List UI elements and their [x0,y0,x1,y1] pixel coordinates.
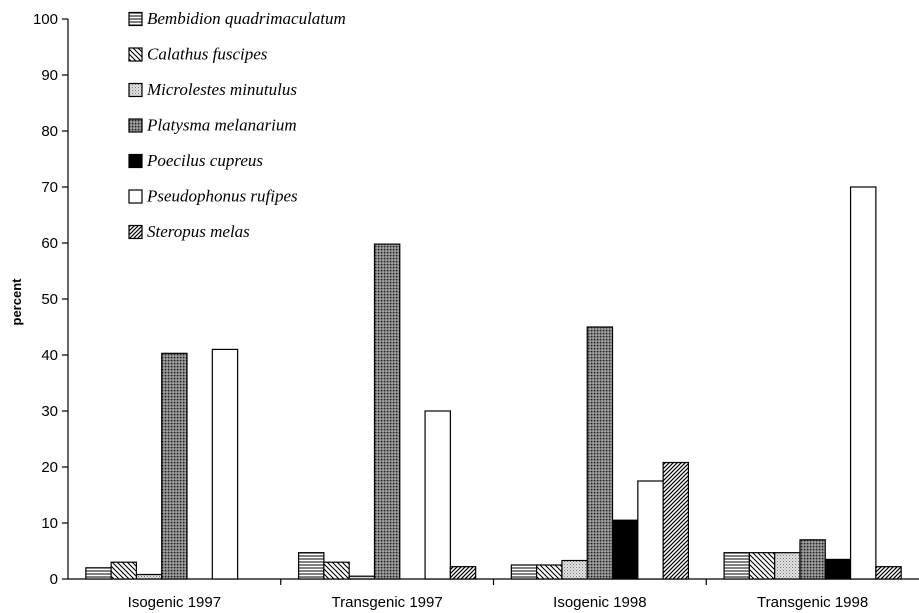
x-category-label: Transgenic 1997 [332,594,443,611]
x-category-label: Isogenic 1998 [553,594,646,611]
bar-3-6 [875,566,902,580]
bar-3-4 [824,558,852,580]
bar-2-5 [637,480,664,580]
bar-0-5 [211,348,239,580]
y-tick-label: 20 [41,459,58,476]
x-category-label: Transgenic 1998 [757,594,868,611]
legend-swatch [128,224,143,240]
legend-label: Pseudophonus rufipes [146,187,298,206]
legend-swatch [128,47,143,62]
bar-2-1 [536,564,563,580]
bar-1-3 [373,243,401,580]
legend-swatch [128,11,143,27]
legend-swatch [128,189,143,204]
y-tick-label: 90 [41,67,58,84]
y-tick-label: 40 [41,347,58,364]
bar-3-3 [799,539,826,580]
bar-2-0 [510,564,538,580]
bar-0-1 [110,561,138,580]
legend-label: Platysma melanarium [146,116,297,135]
bar-1-1 [323,561,350,580]
bar-2-3 [586,326,614,580]
bar-1-6 [449,566,477,580]
bars-group [85,186,902,580]
bar-1-2 [348,575,376,580]
legend-swatch [128,153,143,169]
bar-2-2 [561,559,588,580]
bar-1-5 [424,410,451,580]
legend-label: Calathus fuscipes [147,45,268,64]
y-tick-label: 50 [41,291,58,308]
legend-label: Poecilus cupreus [146,151,263,170]
y-tick-label: 30 [41,403,58,420]
y-tick-label: 0 [50,571,58,588]
legend-swatch [128,82,143,98]
legend-swatch [128,118,143,133]
bar-0-3 [161,352,188,580]
y-axis-label: percent [9,278,24,326]
bar-2-4 [611,519,639,580]
bar-3-0 [723,552,750,580]
legend-label: Microlestes minutulus [146,80,297,99]
bar-0-0 [85,567,112,580]
y-tick-label: 70 [41,179,58,196]
bar-1-0 [297,552,325,580]
y-tick-label: 80 [41,123,58,140]
y-tick-label: 60 [41,235,58,252]
axes: 0 10 20 30 40 50 60 70 80 90 100 Isogenic 1997 Trans… [33,11,919,611]
bar-3-1 [748,552,776,580]
legend: Bembidion quadrimaculatum Calathus fuscip… [128,9,346,241]
bar-3-5 [849,186,877,580]
bar-0-2 [135,573,163,580]
y-tick-label: 100 [33,11,58,28]
bar-2-6 [662,461,690,580]
legend-label: Steropus melas [147,222,250,241]
bar-3-2 [774,552,801,580]
y-tick-label: 10 [41,515,58,532]
legend-label: Bembidion quadrimaculatum [147,9,346,28]
x-category-label: Isogenic 1997 [128,594,221,611]
